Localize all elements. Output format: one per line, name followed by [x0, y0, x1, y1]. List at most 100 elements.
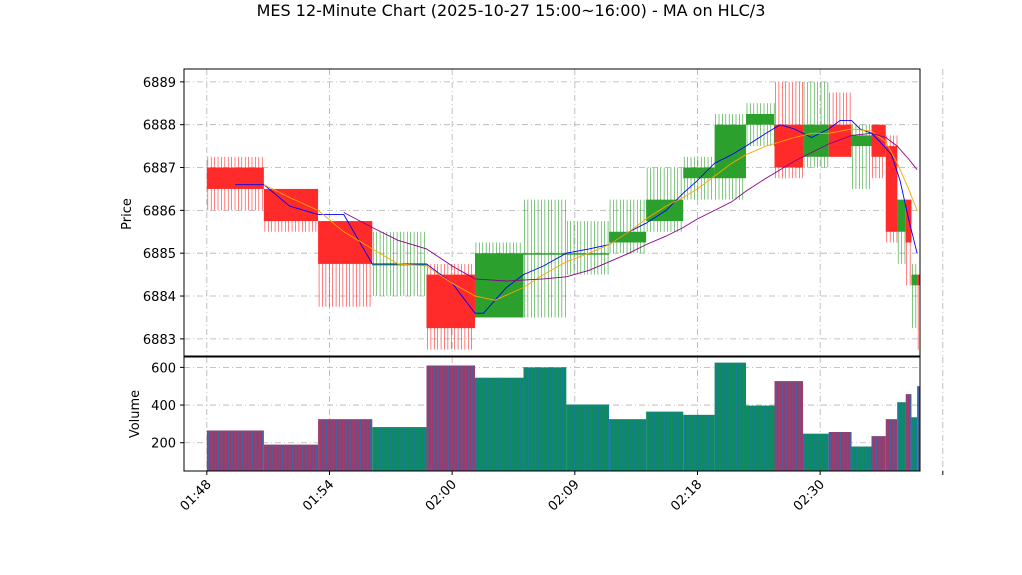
- volume-bar-fill: [851, 446, 872, 471]
- candle: [905, 199, 912, 286]
- candle-body: [774, 124, 804, 168]
- volume-bar: [683, 414, 715, 471]
- price-axis-label: Price: [120, 198, 135, 230]
- volume-bar: [828, 431, 852, 471]
- ma-line-3: [343, 132, 918, 282]
- volume-bar: [851, 446, 872, 471]
- candle-body: [803, 124, 829, 157]
- volume-bar: [803, 433, 829, 471]
- price-panel: 6883 6884 6885 6886 6887 6888 6889: [143, 68, 944, 357]
- x-tick-label: 01:48: [178, 477, 215, 514]
- volume-bar: [871, 436, 886, 471]
- candle-body: [372, 263, 427, 266]
- volume-bar: [474, 377, 524, 471]
- volume-tick-label: 600: [151, 361, 176, 376]
- x-tick-label: 02:30: [791, 477, 828, 514]
- candle-body: [885, 146, 898, 232]
- candle: [683, 156, 715, 200]
- candle-body: [897, 199, 906, 232]
- volume-bar-fill: [897, 402, 906, 471]
- volume-bar: [911, 417, 918, 471]
- price-tick-label: 6886: [143, 204, 176, 219]
- candle: [523, 199, 567, 318]
- volume-bar: [897, 402, 906, 471]
- candle-body: [318, 221, 373, 264]
- volume-bar: [905, 394, 912, 471]
- volume-bar: [774, 381, 804, 471]
- volume-bar-fill: [318, 419, 373, 471]
- candle: [828, 92, 852, 157]
- price-tick-label: 6883: [143, 333, 176, 348]
- x-axis: 01:48 01:54 02:00 02:09 02:18 02:30: [178, 471, 944, 514]
- volume-frame: [183, 356, 921, 472]
- volume-bar: [372, 427, 427, 471]
- candle: [803, 81, 829, 168]
- volume-bar: [523, 367, 567, 471]
- volume-bar-fill: [774, 381, 804, 471]
- x-tick-label: 01:54: [300, 477, 337, 514]
- candle: [474, 242, 524, 318]
- volume-bar: [714, 362, 746, 471]
- candle-body: [851, 135, 872, 147]
- volume-panel: 200 400 600: [151, 356, 944, 472]
- volume-tick-label: 200: [151, 437, 176, 452]
- candle-body: [683, 167, 715, 179]
- volume-bar: [318, 419, 373, 471]
- candle-body: [609, 231, 647, 243]
- candle: [911, 263, 918, 329]
- x-tick-label: 02:00: [423, 477, 460, 514]
- candle: [426, 263, 475, 350]
- candle-body: [714, 124, 746, 179]
- price-tick-label: 6887: [143, 162, 176, 177]
- candle: [609, 199, 647, 254]
- volume-bar-fill: [474, 377, 524, 471]
- volume-bar-fill: [871, 436, 886, 471]
- price-tick-label: 6885: [143, 247, 176, 262]
- candle: [646, 167, 684, 232]
- volume-bar-fill: [566, 404, 610, 471]
- volume-bar-fill: [372, 427, 427, 471]
- volume-bar-fill: [905, 394, 912, 471]
- x-tick-label: 02:18: [668, 477, 705, 514]
- candle: [745, 103, 775, 147]
- volume-bar: [917, 386, 920, 471]
- ma-line-1: [235, 119, 918, 314]
- candle-body: [426, 274, 475, 329]
- volume-bar-fill: [745, 405, 775, 471]
- candle-body: [911, 274, 918, 286]
- candle-body: [206, 167, 264, 189]
- volume-bar-fill: [885, 419, 898, 471]
- volume-bar: [885, 419, 898, 471]
- candle: [714, 113, 746, 200]
- candle: [318, 221, 373, 307]
- price-tick-label: 6888: [143, 119, 176, 134]
- candle-body: [523, 253, 567, 255]
- volume-bar-fill: [911, 417, 918, 471]
- price-frame: [183, 68, 921, 357]
- volume-bar-fill: [263, 444, 319, 471]
- candle-body: [917, 274, 920, 286]
- volume-tick-label: 400: [151, 399, 176, 414]
- x-tick-label: 02:09: [546, 477, 583, 514]
- candle-body: [745, 113, 775, 125]
- candle: [885, 135, 898, 243]
- price-tick-label: 6889: [143, 76, 176, 91]
- candle-body: [263, 188, 319, 222]
- candle: [851, 124, 872, 189]
- candle-body: [828, 124, 852, 157]
- price-tick-label: 6884: [143, 290, 176, 305]
- candle-body: [646, 199, 684, 222]
- volume-bar: [609, 419, 647, 471]
- candle: [263, 188, 319, 232]
- candle: [917, 274, 920, 350]
- volume-bar: [206, 430, 264, 471]
- ma-line-2: [263, 128, 918, 301]
- volume-bar: [263, 444, 319, 471]
- volume-bar: [646, 411, 684, 471]
- candle: [897, 199, 906, 264]
- volume-bar: [745, 405, 775, 471]
- volume-bar-fill: [803, 433, 829, 471]
- candle-body: [474, 253, 524, 318]
- volume-axis-label: Volume: [128, 390, 143, 438]
